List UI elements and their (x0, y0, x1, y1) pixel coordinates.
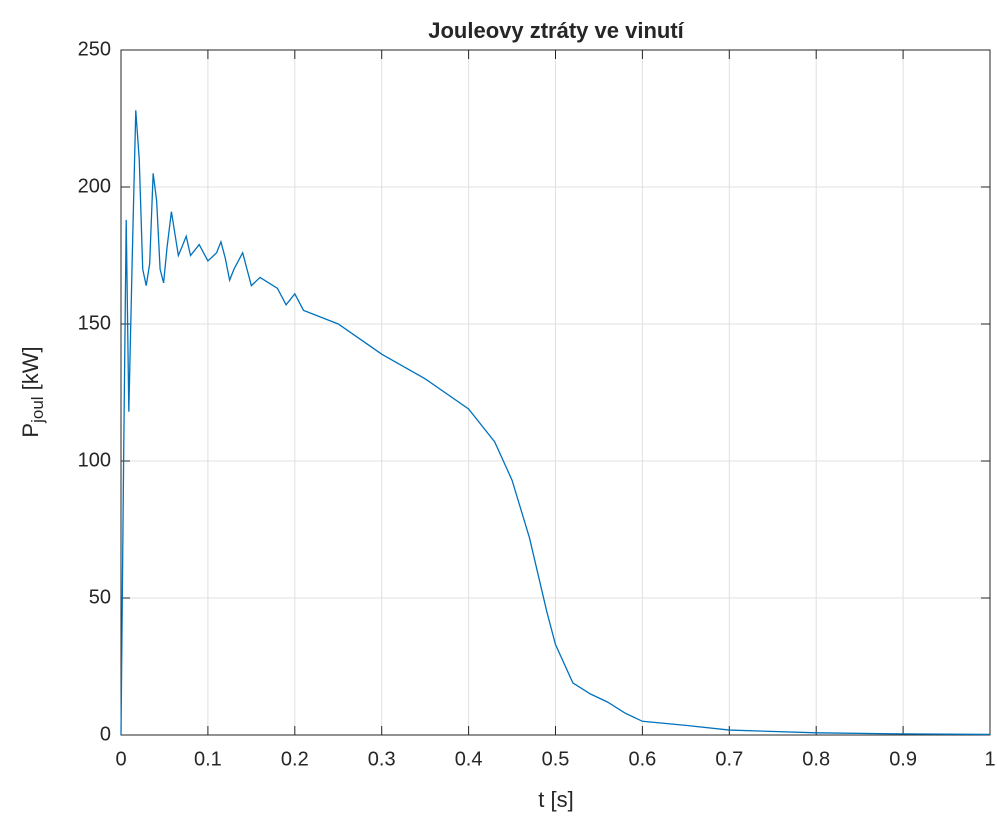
y-tick-label: 200 (78, 175, 111, 197)
y-tick-label: 50 (89, 586, 111, 608)
x-axis-label: t [s] (538, 787, 573, 812)
x-tick-label: 0.5 (542, 748, 570, 770)
y-tick-label: 150 (78, 312, 111, 334)
x-tick-label: 0.1 (194, 748, 222, 770)
chart-title: Jouleovy ztráty ve vinutí (428, 18, 684, 43)
data-line (120, 110, 991, 736)
axes-box (120, 49, 991, 736)
x-tick-label: 0.4 (455, 748, 483, 770)
x-tick-label: 0.6 (628, 748, 656, 770)
y-label-unit: [kW] (18, 346, 43, 390)
y-tick-label: 0 (100, 723, 111, 745)
x-tick-label: 0.7 (715, 748, 743, 770)
y-label-main: P (18, 423, 43, 438)
x-tick-label: 1 (984, 748, 995, 770)
x-tick-label: 0.9 (889, 748, 917, 770)
x-tick-label: 0.8 (802, 748, 830, 770)
x-tick-label: 0.2 (281, 748, 309, 770)
x-tick-label: 0.3 (368, 748, 396, 770)
y-label-sub: joul (28, 396, 47, 423)
y-axis-label: Pjoul [kW] (18, 346, 48, 437)
y-tick-label: 100 (78, 449, 111, 471)
y-tick-label: 250 (78, 38, 111, 60)
x-tick-label: 0 (115, 748, 126, 770)
